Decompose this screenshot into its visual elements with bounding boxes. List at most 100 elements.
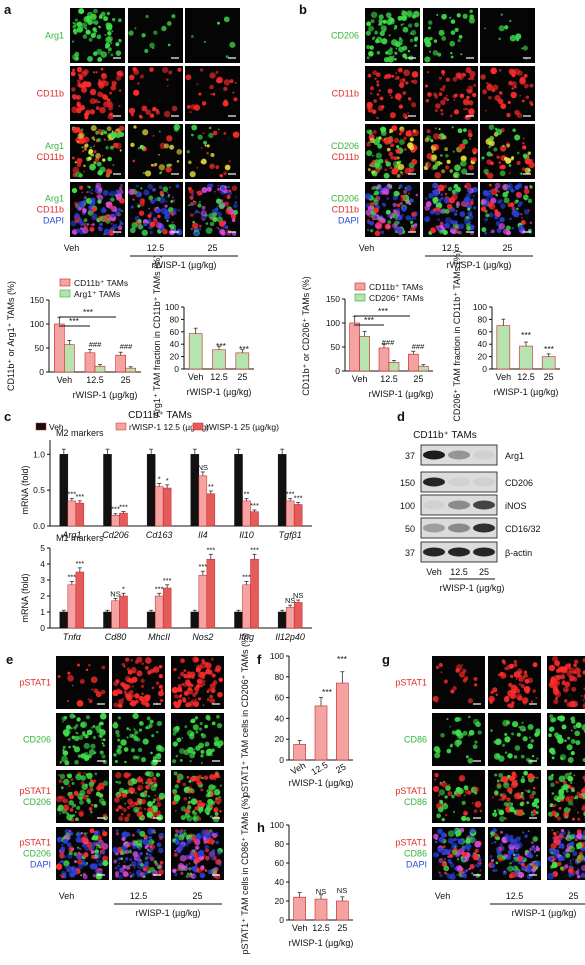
cell-signal — [136, 670, 143, 677]
cell-signal — [572, 858, 575, 861]
cell-signal — [116, 70, 122, 76]
cell-signal — [201, 829, 208, 836]
cell-signal — [514, 109, 520, 116]
cell-signal — [469, 9, 473, 14]
cell-signal — [134, 660, 139, 664]
bar — [250, 558, 259, 629]
cell-signal — [389, 112, 396, 119]
cell-signal — [132, 198, 135, 201]
cell-signal — [432, 189, 440, 197]
cell-signal — [434, 94, 439, 99]
cell-signal — [521, 99, 525, 103]
cell-signal — [80, 722, 86, 728]
cell-signal — [173, 771, 178, 776]
cell-signal — [158, 130, 161, 133]
y-tick-label: 0.0 — [33, 521, 45, 531]
cell-signal — [508, 164, 512, 167]
cell-signal — [184, 829, 186, 832]
cell-signal — [465, 192, 472, 199]
cell-signal — [427, 20, 433, 25]
cell-signal — [132, 851, 139, 858]
micrograph — [171, 713, 224, 766]
cell-signal — [153, 218, 158, 224]
cell-signal — [488, 124, 495, 131]
cell-signal — [117, 744, 123, 750]
cell-signal — [436, 813, 442, 819]
cell-signal — [186, 150, 190, 154]
cell-signal — [402, 78, 406, 81]
cell-signal — [212, 832, 218, 838]
cell-signal — [142, 871, 147, 877]
cell-signal — [79, 847, 82, 851]
cell-signal — [136, 191, 143, 198]
x-tick-label: 12.5 — [309, 760, 329, 777]
cell-signal — [519, 802, 524, 807]
micrograph — [547, 827, 585, 880]
cell-signal — [206, 144, 210, 148]
x-tick-label: 25 — [337, 923, 347, 933]
cell-signal — [81, 22, 88, 29]
cell-signal — [144, 702, 150, 707]
bar — [314, 898, 328, 921]
cell-signal — [186, 775, 190, 779]
cell-signal — [91, 841, 97, 847]
cell-signal — [146, 716, 151, 721]
cell-signal — [90, 13, 97, 21]
cell-signal — [455, 210, 458, 213]
cell-signal — [505, 225, 511, 231]
cell-signal — [582, 699, 585, 702]
cell-signal — [66, 842, 72, 848]
cell-signal — [481, 156, 485, 160]
cell-signal — [451, 730, 456, 735]
cell-signal — [515, 191, 522, 198]
cell-signal — [206, 690, 210, 693]
dose-label: Veh — [435, 891, 451, 901]
bar — [359, 336, 370, 372]
cell-signal — [548, 775, 554, 781]
bar — [378, 347, 390, 372]
cell-signal — [389, 94, 392, 96]
cell-signal — [425, 218, 429, 221]
cell-signal — [474, 740, 478, 744]
cell-signal — [62, 720, 64, 723]
cell-signal — [467, 698, 474, 704]
cell-signal — [62, 748, 65, 751]
cell-signal — [554, 690, 562, 698]
blot-strip — [420, 444, 498, 466]
cell-signal — [457, 839, 464, 845]
cell-signal — [216, 714, 220, 719]
cell-signal — [107, 51, 110, 54]
cell-signal — [463, 108, 466, 111]
cell-signal — [143, 189, 150, 196]
cell-signal — [494, 182, 501, 189]
micrograph — [365, 8, 420, 63]
cell-signal — [530, 103, 534, 106]
cell-signal — [532, 662, 538, 668]
cell-signal — [389, 131, 391, 134]
gene-label: Ifng — [239, 632, 254, 642]
cell-signal — [145, 14, 149, 19]
sig-annotation: *** — [322, 687, 333, 697]
cell-signal — [205, 803, 208, 806]
cell-signal — [62, 800, 65, 803]
cell-signal — [70, 71, 76, 77]
blot-band — [448, 523, 470, 533]
cell-signal — [95, 106, 100, 111]
cell-signal — [130, 748, 136, 753]
cell-signal — [115, 688, 121, 694]
cell-signal — [84, 733, 89, 739]
cell-signal — [555, 668, 561, 673]
cell-signal — [120, 857, 123, 861]
cell-signal — [536, 776, 539, 779]
cell-signal — [369, 45, 374, 50]
cell-signal — [404, 187, 407, 189]
cell-signal — [520, 229, 526, 235]
cell-signal — [117, 805, 122, 810]
cell-signal — [414, 44, 417, 47]
cell-signal — [524, 678, 530, 684]
cell-signal — [523, 770, 529, 776]
cell-signal — [152, 134, 155, 137]
cell-signal — [467, 733, 471, 737]
cell-signal — [212, 130, 218, 136]
cell-signal — [195, 863, 198, 867]
